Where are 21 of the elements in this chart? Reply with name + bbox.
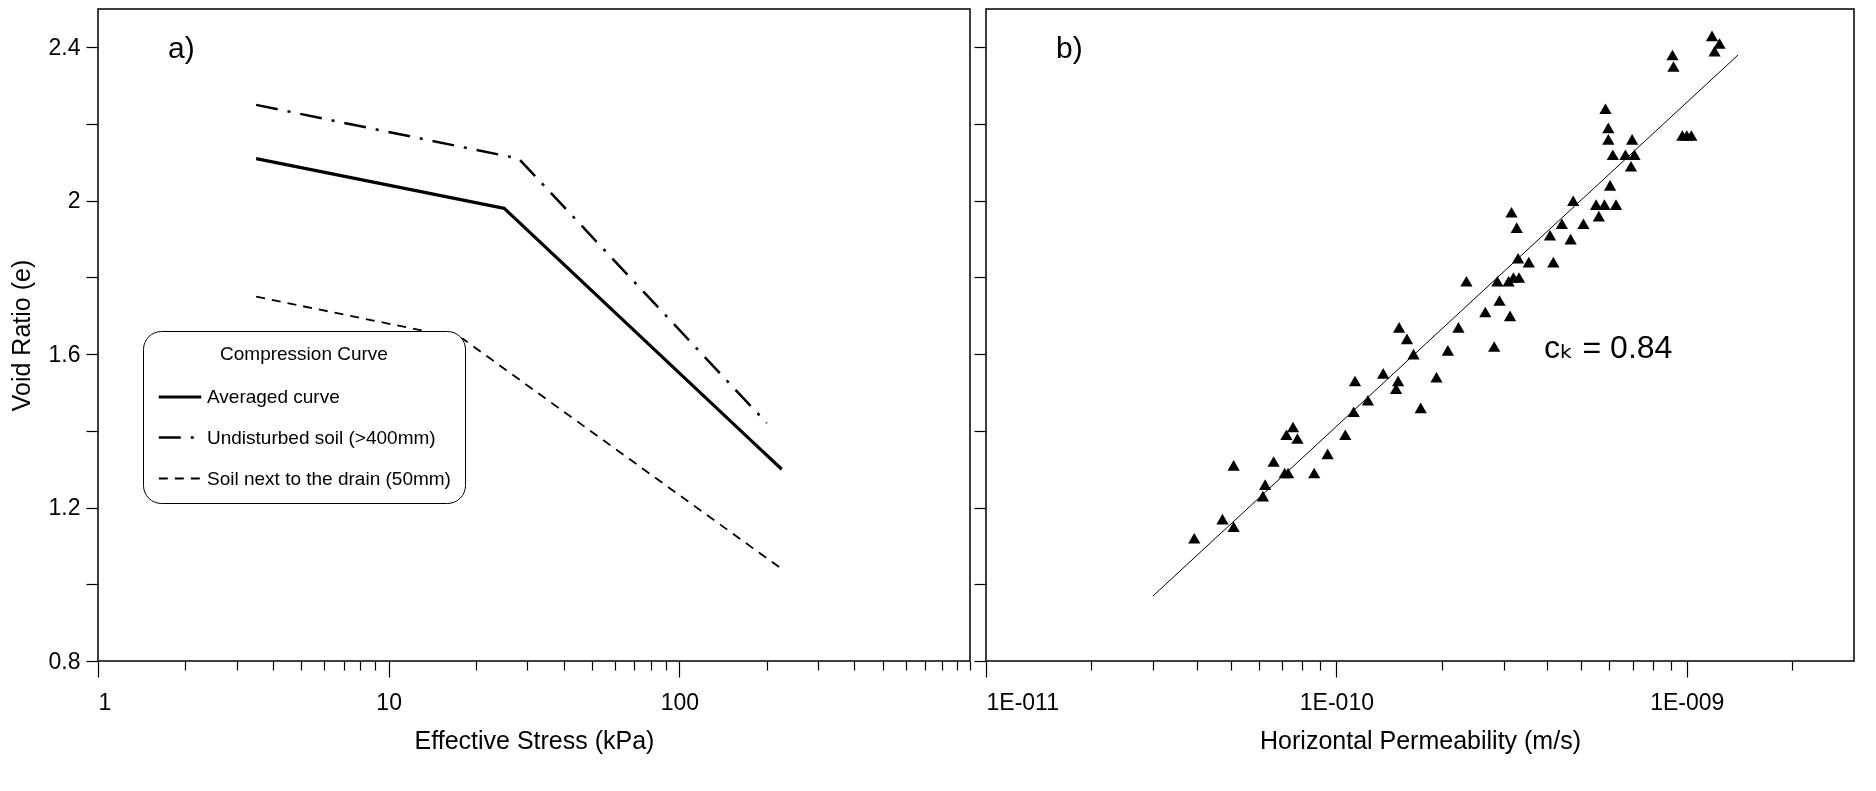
y-tick-label: 0.8: [48, 647, 81, 674]
x-axis-title: Effective Stress (kPa): [414, 725, 655, 754]
y-axis-title: Void Ratio (e): [6, 259, 35, 412]
legend-label: Averaged curve: [207, 386, 340, 407]
y-tick-label: 1.2: [48, 494, 81, 521]
legend-title: Compression Curve: [220, 343, 388, 364]
x-tick-label: 1E-009: [1650, 688, 1725, 715]
annotation: a): [168, 31, 195, 64]
y-tick-label: 1.6: [48, 340, 81, 367]
x-tick-label: 10: [376, 688, 402, 715]
y-tick-label: 2: [67, 187, 81, 214]
x-tick-label: 1: [98, 688, 112, 715]
x-tick-label: 1E-010: [1299, 688, 1374, 715]
legend-label: Soil next to the drain (50mm): [207, 467, 451, 489]
y-tick-label: 2.4: [48, 33, 81, 60]
x-tick-label: 100: [660, 688, 700, 715]
annotation: cₖ = 0.84: [1544, 329, 1673, 366]
x-tick-label: 1E-011: [986, 688, 1059, 715]
legend-label: Undisturbed soil (>400mm): [207, 426, 436, 448]
annotation: b): [1056, 31, 1083, 64]
x-axis-title: Horizontal Permeability (m/s): [1260, 725, 1581, 754]
